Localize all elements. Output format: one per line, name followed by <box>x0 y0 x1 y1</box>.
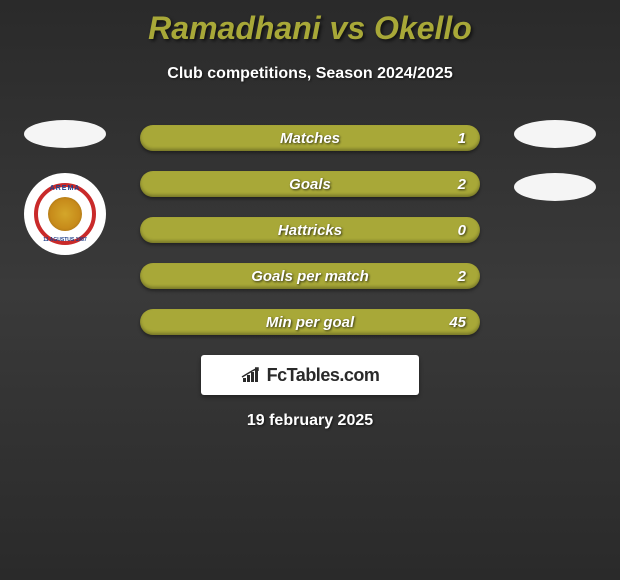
brand-text: FcTables.com <box>267 365 380 386</box>
player-photo-placeholder <box>514 120 596 148</box>
club-logo-ring: AREMA 11 AGUSTUS 1987 <box>34 183 96 245</box>
club-logo-arema: AREMA 11 AGUSTUS 1987 <box>24 173 106 255</box>
club-logo-placeholder <box>514 173 596 201</box>
brand-badge: FcTables.com <box>201 355 419 395</box>
club-logo-name: AREMA <box>50 185 81 192</box>
lion-icon <box>48 197 82 231</box>
stat-row-hattricks: Hattricks 0 <box>140 217 480 243</box>
stat-label: Matches <box>280 130 340 147</box>
stat-label: Hattricks <box>278 222 342 239</box>
stat-row-matches: Matches 1 <box>140 125 480 151</box>
stat-row-min-per-goal: Min per goal 45 <box>140 309 480 335</box>
stat-value: 2 <box>458 176 466 193</box>
stat-label: Goals per match <box>251 268 369 285</box>
stat-row-goals-per-match: Goals per match 2 <box>140 263 480 289</box>
page-subtitle: Club competitions, Season 2024/2025 <box>0 65 620 83</box>
player-photo-placeholder <box>24 120 106 148</box>
date-text: 19 february 2025 <box>247 412 373 430</box>
club-logo-date: 11 AGUSTUS 1987 <box>43 237 86 243</box>
page-title: Ramadhani vs Okello <box>0 0 620 47</box>
stat-row-goals: Goals 2 <box>140 171 480 197</box>
chart-icon <box>241 366 263 384</box>
left-player-column: AREMA 11 AGUSTUS 1987 <box>20 120 110 255</box>
stat-value: 2 <box>458 268 466 285</box>
stats-block: Matches 1 Goals 2 Hattricks 0 Goals per … <box>140 125 480 335</box>
stat-value: 1 <box>458 130 466 147</box>
stat-label: Min per goal <box>266 314 354 331</box>
stat-value: 45 <box>449 314 466 331</box>
stat-label: Goals <box>289 176 331 193</box>
right-player-column <box>510 120 600 201</box>
stat-value: 0 <box>458 222 466 239</box>
